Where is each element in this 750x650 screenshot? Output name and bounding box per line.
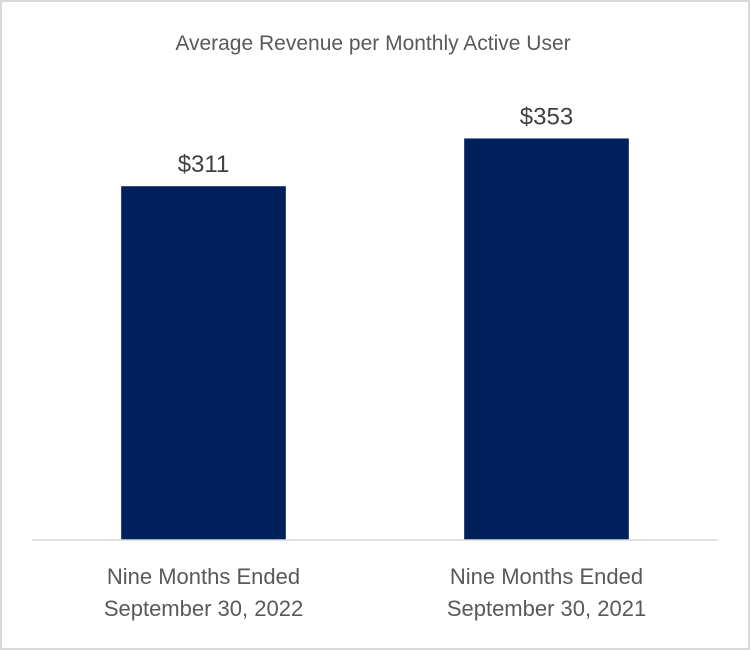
- bar-1: [121, 186, 286, 541]
- data-label-1: $311: [178, 151, 230, 178]
- x-tick-label-2-line-2: September 30, 2021: [447, 596, 646, 621]
- labels-group: $311 Nine Months Ended September 30, 2022 $…: [104, 103, 646, 621]
- chart-title: Average Revenue per Monthly Active User: [175, 32, 570, 55]
- x-tick-label-1-line-2: September 30, 2022: [104, 596, 303, 621]
- bars-group: [121, 138, 629, 541]
- data-label-2: $353: [520, 103, 573, 130]
- bar-2: [464, 138, 629, 540]
- x-tick-label-2-line-1: Nine Months Ended: [450, 564, 643, 589]
- x-tick-label-1-line-1: Nine Months Ended: [107, 564, 300, 589]
